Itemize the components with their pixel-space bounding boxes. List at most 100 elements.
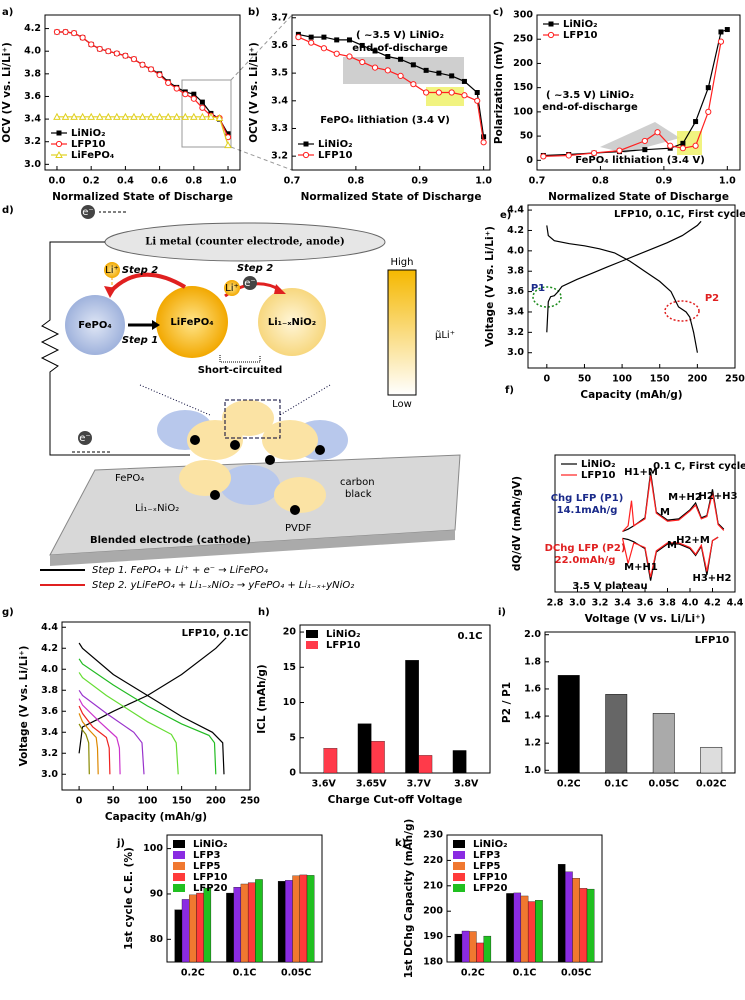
marker: [173, 85, 180, 92]
marker: [641, 137, 648, 145]
x-tick-label: 3.2: [592, 598, 609, 609]
series-line: [78, 642, 225, 775]
y-tick-label: 150: [513, 82, 533, 93]
x-tick-label: 150: [172, 796, 192, 807]
bar: [196, 892, 204, 963]
marker: [182, 91, 189, 98]
particle: [274, 477, 326, 513]
x-axis-label: Normalized State of Discharge: [52, 191, 233, 203]
series-line: [622, 475, 725, 532]
x-tick-label: 150: [650, 374, 670, 385]
annotation: 0.1 C, First cycle: [653, 461, 745, 472]
arrow-head: [274, 284, 286, 294]
y-tick-label: 3.6: [507, 286, 524, 297]
y-tick-label: 3.2: [507, 327, 524, 338]
x-tick-label: 200: [206, 796, 226, 807]
x-tick-label: 1.0: [475, 176, 492, 187]
marker: [548, 21, 554, 27]
y-tick-label: 3.6: [41, 706, 58, 717]
x-tick-label: 0.6: [151, 176, 168, 187]
y-tick-label: 3.0: [24, 159, 41, 170]
bar: [226, 892, 234, 963]
marker: [565, 152, 572, 159]
x-tick-label: 0.05C: [561, 968, 591, 979]
legend-swatch: [173, 840, 185, 848]
marker: [398, 56, 404, 62]
marker: [105, 48, 112, 55]
x-tick-label: 3.0: [569, 598, 586, 609]
marker: [53, 28, 61, 36]
annotation: 0.1C: [457, 631, 482, 642]
marker: [70, 30, 78, 37]
marker: [308, 39, 315, 46]
y-tick-label: 3.4: [507, 306, 524, 317]
annotation: M: [660, 507, 670, 518]
bar: [452, 750, 467, 774]
marker: [718, 29, 724, 35]
circuit: [40, 241, 190, 456]
y-tick-label: 0: [289, 768, 296, 779]
p2-circle: [664, 300, 700, 322]
marker: [590, 149, 598, 157]
x-tick-label: 0.05C: [281, 968, 311, 979]
chart-panel: j) 80 90 100 1st cycle C.E. (%) 0.2C 0.1C 0.05C…: [116, 834, 323, 979]
marker: [654, 129, 661, 136]
annotation: P1: [531, 283, 545, 294]
y-tick-label: 50: [520, 131, 534, 142]
x-tick-label: 0.9: [655, 176, 672, 187]
arrow-head: [152, 320, 160, 330]
marker: [53, 112, 61, 120]
bar: [557, 864, 566, 963]
panel-label: h): [258, 607, 270, 618]
mu-label: μ̃Li⁺: [435, 329, 455, 341]
series-line: [78, 713, 99, 775]
legend-label: LFP3: [193, 850, 221, 861]
panel-label: c): [493, 7, 504, 18]
x-tick-label: 0.1C: [513, 968, 537, 979]
lifepo4-particle: [156, 286, 228, 358]
legend-label: LFP5: [193, 861, 221, 872]
marker: [62, 28, 69, 36]
legend-label: LFP10: [71, 139, 105, 150]
panel-label: d): [2, 205, 14, 216]
marker: [189, 112, 198, 120]
marker: [642, 147, 648, 153]
x-tick-label: 3.4: [614, 598, 631, 609]
marker: [717, 38, 725, 45]
step-label: Step 2: [122, 265, 158, 276]
marker: [461, 78, 467, 84]
marker: [302, 151, 310, 159]
marker: [448, 89, 455, 96]
chart-panel: a) 3.0 3.2 3.4 3.6 3.8 4.0 4.2 0.0 0.2 0.4 0.6 0.8 1.…: [1, 7, 241, 203]
legend-label: LFP20: [473, 883, 507, 894]
y-axis-label: 1st cycle C.E. (%): [123, 847, 135, 950]
bar: [203, 887, 212, 963]
y-tick-label: 4.0: [41, 664, 58, 675]
y-tick-label: 80: [150, 934, 164, 945]
x-tick-label: 0.2: [83, 176, 100, 187]
step-label: Step 2: [237, 263, 273, 274]
y-tick-label: 15: [283, 662, 296, 673]
marker: [199, 104, 206, 111]
y-axis-label: Voltage (V vs. Li/Li⁺): [18, 646, 30, 767]
legend-label: LiNiO₂: [473, 839, 507, 850]
marker: [616, 147, 623, 154]
x-tick-label: 4.2: [704, 598, 721, 609]
x-tick-label: 0.1C: [233, 968, 257, 979]
carbon: [230, 440, 240, 450]
legend-swatch: [173, 884, 185, 892]
x-tick-label: 0.7: [529, 176, 546, 187]
series-line: [78, 672, 179, 775]
x-tick-label: 250: [725, 374, 745, 385]
marker: [198, 112, 207, 120]
step-label: Step 1: [122, 335, 158, 346]
marker: [410, 62, 416, 68]
bar: [565, 871, 573, 963]
legend-label: LFP10: [326, 640, 360, 651]
x-tick-label: 3.8V: [454, 779, 479, 790]
marker: [680, 140, 686, 146]
y-tick-label: 2.0: [524, 629, 541, 640]
y-tick-label: 4.2: [507, 225, 524, 236]
y-tick-label: 220: [423, 855, 443, 866]
marker: [474, 97, 481, 104]
